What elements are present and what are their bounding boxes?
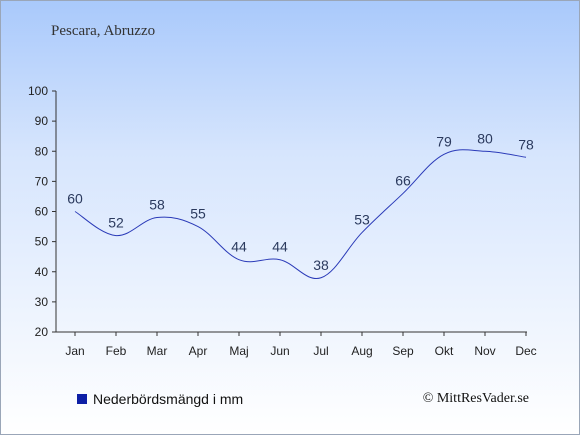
axes [55,91,527,333]
data-label: 60 [67,191,83,207]
data-label: 55 [190,206,206,222]
data-label: 80 [477,130,493,146]
data-labels: 60 52 58 55 44 44 38 53 66 79 80 78 [67,130,534,273]
x-tick-label: Apr [189,344,208,358]
y-tick-label: 50 [35,235,49,249]
chart-location-title: Pescara, Abruzzo [51,23,156,39]
data-label: 44 [272,239,288,255]
y-tick-label: 100 [28,84,48,98]
copyright-text: © MittResVader.se [422,391,529,406]
legend: Nederbördsmängd i mm [77,391,243,407]
y-tick-label: 90 [35,114,49,128]
data-label: 52 [108,215,124,231]
data-label: 44 [231,239,247,255]
data-label: 66 [395,172,411,188]
y-tick-label: 80 [35,144,49,158]
y-tick-label: 20 [35,325,49,339]
x-tick-label: Okt [435,344,454,358]
precipitation-line [74,149,527,280]
y-tick-label: 40 [35,265,49,279]
x-tick-label: Mar [147,344,168,358]
x-tick-label: Jul [313,344,328,358]
legend-swatch [77,394,87,404]
y-tick-label: 30 [35,295,49,309]
data-label: 38 [313,257,329,273]
legend-label: Nederbördsmängd i mm [93,391,244,407]
x-tick-label: Jan [65,344,84,358]
x-tick-label: Nov [474,344,495,358]
x-tick-label: Jun [270,344,289,358]
x-tick-label: Aug [351,344,372,358]
x-tick-label: Feb [106,344,127,358]
data-label: 79 [436,133,452,149]
x-axis-ticks: Jan Feb Mar Apr Maj Jun Jul Aug Sep Okt Nov Dec [65,332,537,358]
y-axis-ticks: 20 30 40 50 60 70 80 90 100 [28,84,56,339]
data-label: 78 [518,136,534,152]
data-label: 58 [149,197,165,213]
data-label: 53 [354,212,370,228]
x-tick-label: Sep [392,344,414,358]
x-tick-label: Maj [229,344,248,358]
y-tick-label: 60 [35,205,49,219]
y-tick-label: 70 [35,174,49,188]
x-tick-label: Dec [515,344,536,358]
